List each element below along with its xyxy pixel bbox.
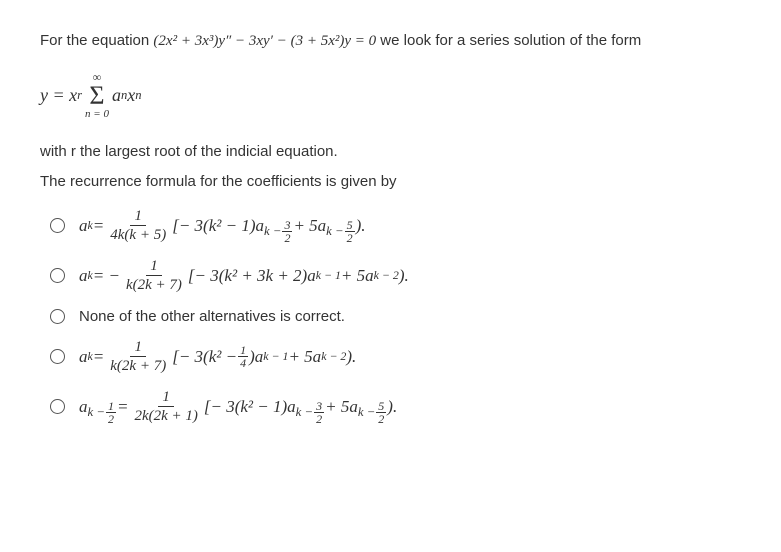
opt2-plus: + 5a — [341, 266, 374, 286]
option-5[interactable]: a k − 12 = 1 2k(2k + 1) [− 3(k² − 1)a k … — [40, 389, 741, 425]
series-var-sup: n — [135, 88, 141, 103]
series-equation: y = xr ∞ Σ n = 0 anxn — [40, 71, 741, 120]
series-var: x — [127, 85, 135, 106]
opt5-lhs-sub-frac: 12 — [106, 400, 116, 425]
opt2-eq: = − — [93, 266, 120, 286]
opt1-sub2-pre: k − — [326, 224, 343, 239]
opt2-end: ). — [399, 266, 409, 286]
radio-icon — [50, 218, 65, 233]
opt1-sub2-d: 2 — [345, 232, 355, 244]
opt5-sub1: k − 32 — [296, 400, 325, 425]
radio-icon — [50, 309, 65, 324]
sigma-block: ∞ Σ n = 0 — [85, 71, 109, 120]
opt1-frac: 1 4k(k + 5) — [106, 208, 170, 244]
opt4-eq: = — [93, 347, 104, 367]
intro-post: we look for a series solution of the for… — [376, 32, 641, 49]
opt5-lhs-d: 2 — [106, 413, 116, 425]
opt5-frac-num: 1 — [158, 389, 174, 408]
description-1: with r the largest root of the indicial … — [40, 140, 741, 164]
sigma-bottom: n = 0 — [85, 109, 109, 120]
opt5-frac: 1 2k(2k + 1) — [130, 389, 201, 425]
series-coef: a — [112, 85, 121, 106]
opt4-frac: 1 k(2k + 7) — [106, 339, 170, 375]
series-exp: r — [77, 88, 82, 103]
question-intro: For the equation (2x² + 3x³)y″ − 3xy′ − … — [40, 30, 741, 53]
opt5-sub1-pre: k − — [296, 405, 313, 420]
opt1-sub1-d: 2 — [282, 232, 292, 244]
opt1-sub1-frac: 32 — [282, 219, 292, 244]
opt5-sub2-d: 2 — [376, 413, 386, 425]
opt4-mid-d: 4 — [238, 357, 248, 369]
option-3[interactable]: None of the other alternatives is correc… — [40, 308, 741, 325]
opt1-eq: = — [93, 216, 104, 236]
intro-pre: For the equation — [40, 32, 153, 49]
opt2-frac-den: k(2k + 7) — [122, 276, 186, 294]
opt1-sub1: k − 32 — [264, 219, 293, 244]
option-2-content: ak = − 1 k(2k + 7) [− 3(k² + 3k + 2)ak −… — [79, 258, 409, 294]
intro-equation: (2x² + 3x³)y″ − 3xy′ − (3 + 5x²)y = 0 — [153, 33, 376, 49]
radio-icon — [50, 349, 65, 364]
radio-icon — [50, 268, 65, 283]
opt2-sub2: k − 2 — [374, 268, 399, 283]
option-4[interactable]: ak = 1 k(2k + 7) [− 3(k² − 14 )ak − 1 + … — [40, 339, 741, 375]
opt4-mid-pre: [− 3(k² − — [172, 347, 237, 367]
option-3-text: None of the other alternatives is correc… — [79, 308, 345, 325]
opt4-sub1: k − 1 — [263, 349, 288, 364]
opt2-frac-num: 1 — [146, 258, 162, 277]
opt4-frac-den: k(2k + 7) — [106, 357, 170, 375]
opt1-sub2: k − 52 — [326, 219, 355, 244]
opt5-lhs-sub: k − 12 — [88, 400, 117, 425]
option-1-content: ak = 1 4k(k + 5) [− 3(k² − 1)a k − 32 + … — [79, 208, 366, 244]
series-lhs: y = x — [40, 85, 77, 106]
opt1-plus: + 5a — [293, 216, 326, 236]
opt4-plus: + 5a — [288, 347, 321, 367]
opt5-eq: = — [117, 397, 128, 417]
opt5-end: ). — [387, 397, 397, 417]
opt1-lhs: a — [79, 216, 88, 236]
opt4-lhs: a — [79, 347, 88, 367]
opt5-sub1-d: 2 — [314, 413, 324, 425]
sigma-symbol: Σ — [89, 83, 104, 109]
opt1-frac-den: 4k(k + 5) — [106, 226, 170, 244]
opt5-frac-den: 2k(2k + 1) — [130, 407, 201, 425]
opt4-end: ). — [346, 347, 356, 367]
opt5-sub1-frac: 32 — [314, 400, 324, 425]
option-1[interactable]: ak = 1 4k(k + 5) [− 3(k² − 1)a k − 32 + … — [40, 208, 741, 244]
opt2-sub1: k − 1 — [316, 268, 341, 283]
opt1-sub1-pre: k − — [264, 224, 281, 239]
option-2[interactable]: ak = − 1 k(2k + 7) [− 3(k² + 3k + 2)ak −… — [40, 258, 741, 294]
opt1-sub2-frac: 52 — [345, 219, 355, 244]
opt5-plus: + 5a — [325, 397, 358, 417]
opt2-lhs: a — [79, 266, 88, 286]
opt5-lhs: a — [79, 397, 88, 417]
option-5-content: a k − 12 = 1 2k(2k + 1) [− 3(k² − 1)a k … — [79, 389, 397, 425]
opt5-sub2: k − 52 — [358, 400, 387, 425]
opt1-end: ). — [356, 216, 366, 236]
option-4-content: ak = 1 k(2k + 7) [− 3(k² − 14 )ak − 1 + … — [79, 339, 356, 375]
opt5-mid: [− 3(k² − 1)a — [204, 397, 296, 417]
opt4-sub2: k − 2 — [321, 349, 346, 364]
opt4-mid-post: )a — [249, 347, 263, 367]
opt2-frac: 1 k(2k + 7) — [122, 258, 186, 294]
radio-icon — [50, 399, 65, 414]
opt4-frac-num: 1 — [130, 339, 146, 358]
opt4-mid-frac: 14 — [238, 344, 248, 369]
opt5-sub2-pre: k − — [358, 405, 375, 420]
opt5-sub2-frac: 52 — [376, 400, 386, 425]
opt1-mid: [− 3(k² − 1)a — [172, 216, 264, 236]
description-2: The recurrence formula for the coefficie… — [40, 170, 741, 194]
opt2-mid: [− 3(k² + 3k + 2)a — [188, 266, 316, 286]
opt1-frac-num: 1 — [130, 208, 146, 227]
opt5-lhs-sub-pre: k − — [88, 405, 105, 420]
